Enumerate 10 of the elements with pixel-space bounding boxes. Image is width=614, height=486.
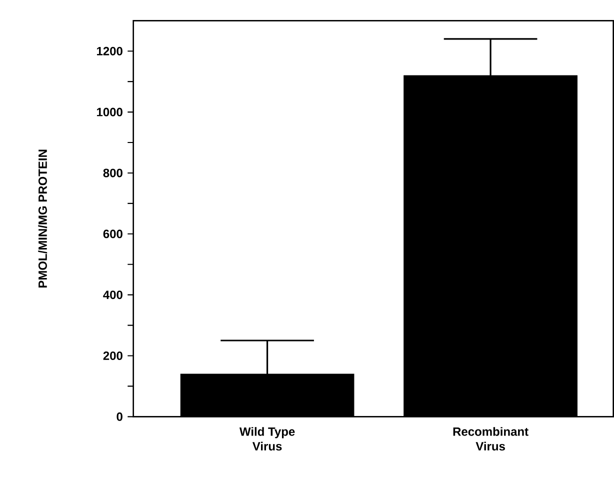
y-tick-label: 1200	[96, 46, 122, 56]
x-tick-label: Recombinant Virus	[453, 427, 528, 451]
y-axis-title: PMOL/MIN/MG PROTEIN	[38, 150, 48, 288]
x-tick-label: Wild Type Virus	[239, 427, 295, 451]
y-tick-label: 800	[103, 168, 122, 178]
y-tick-label: 200	[103, 351, 122, 360]
y-tick-label: 600	[103, 230, 122, 238]
y-tick-label: 1000	[96, 108, 122, 116]
y-tick-label: 0	[116, 412, 122, 421]
y-tick-label: 400	[103, 290, 122, 300]
